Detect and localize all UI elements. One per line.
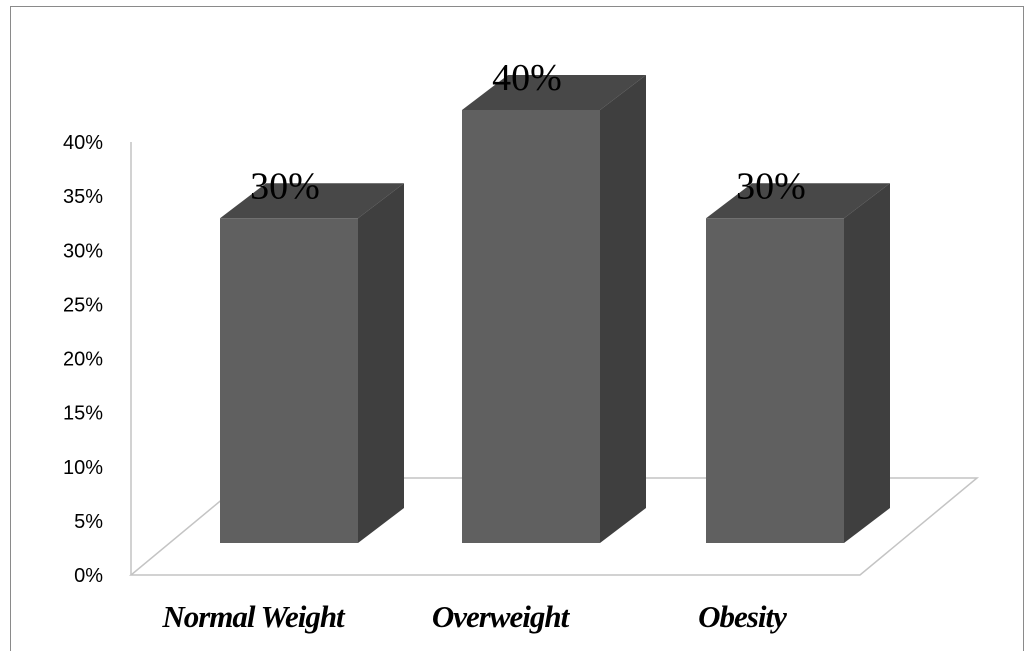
bars: [220, 75, 890, 543]
bar-side-face: [358, 183, 404, 543]
y-tick-label: 5%: [74, 511, 103, 533]
bar-front-face: [462, 110, 600, 543]
category-labels: Normal Weight Overweight Obesity: [161, 599, 788, 634]
data-label: 40%: [492, 57, 562, 99]
y-tick-label: 10%: [63, 457, 103, 479]
y-tick-label: 20%: [63, 349, 103, 371]
y-tick-label: 25%: [63, 294, 103, 316]
y-tick-label: 15%: [63, 403, 103, 425]
bar-top-face: [462, 75, 646, 110]
bar-side-face: [844, 183, 890, 543]
bar: [220, 183, 404, 543]
bar: [706, 183, 890, 543]
y-tick-label: 0%: [74, 565, 103, 587]
bar-front-face: [220, 218, 358, 543]
category-label: Overweight: [432, 599, 571, 634]
bar-top-face: [220, 183, 404, 219]
bar: [462, 75, 646, 543]
category-label: Obesity: [698, 599, 787, 634]
bar-front-face: [706, 218, 844, 543]
y-tick-label: 35%: [63, 186, 103, 208]
data-labels: 30% 40% 30%: [250, 57, 806, 207]
chart-frame: [10, 6, 1024, 651]
y-axis-ticks: 0% 5% 10% 15% 20% 25% 30% 35% 40%: [63, 132, 103, 587]
data-label: 30%: [736, 165, 806, 207]
y-tick-label: 40%: [63, 132, 103, 154]
category-label: Normal Weight: [161, 599, 346, 634]
bar-side-face: [600, 75, 646, 543]
data-label: 30%: [250, 165, 320, 207]
bar-top-face: [706, 183, 890, 219]
y-tick-label: 30%: [63, 240, 103, 262]
